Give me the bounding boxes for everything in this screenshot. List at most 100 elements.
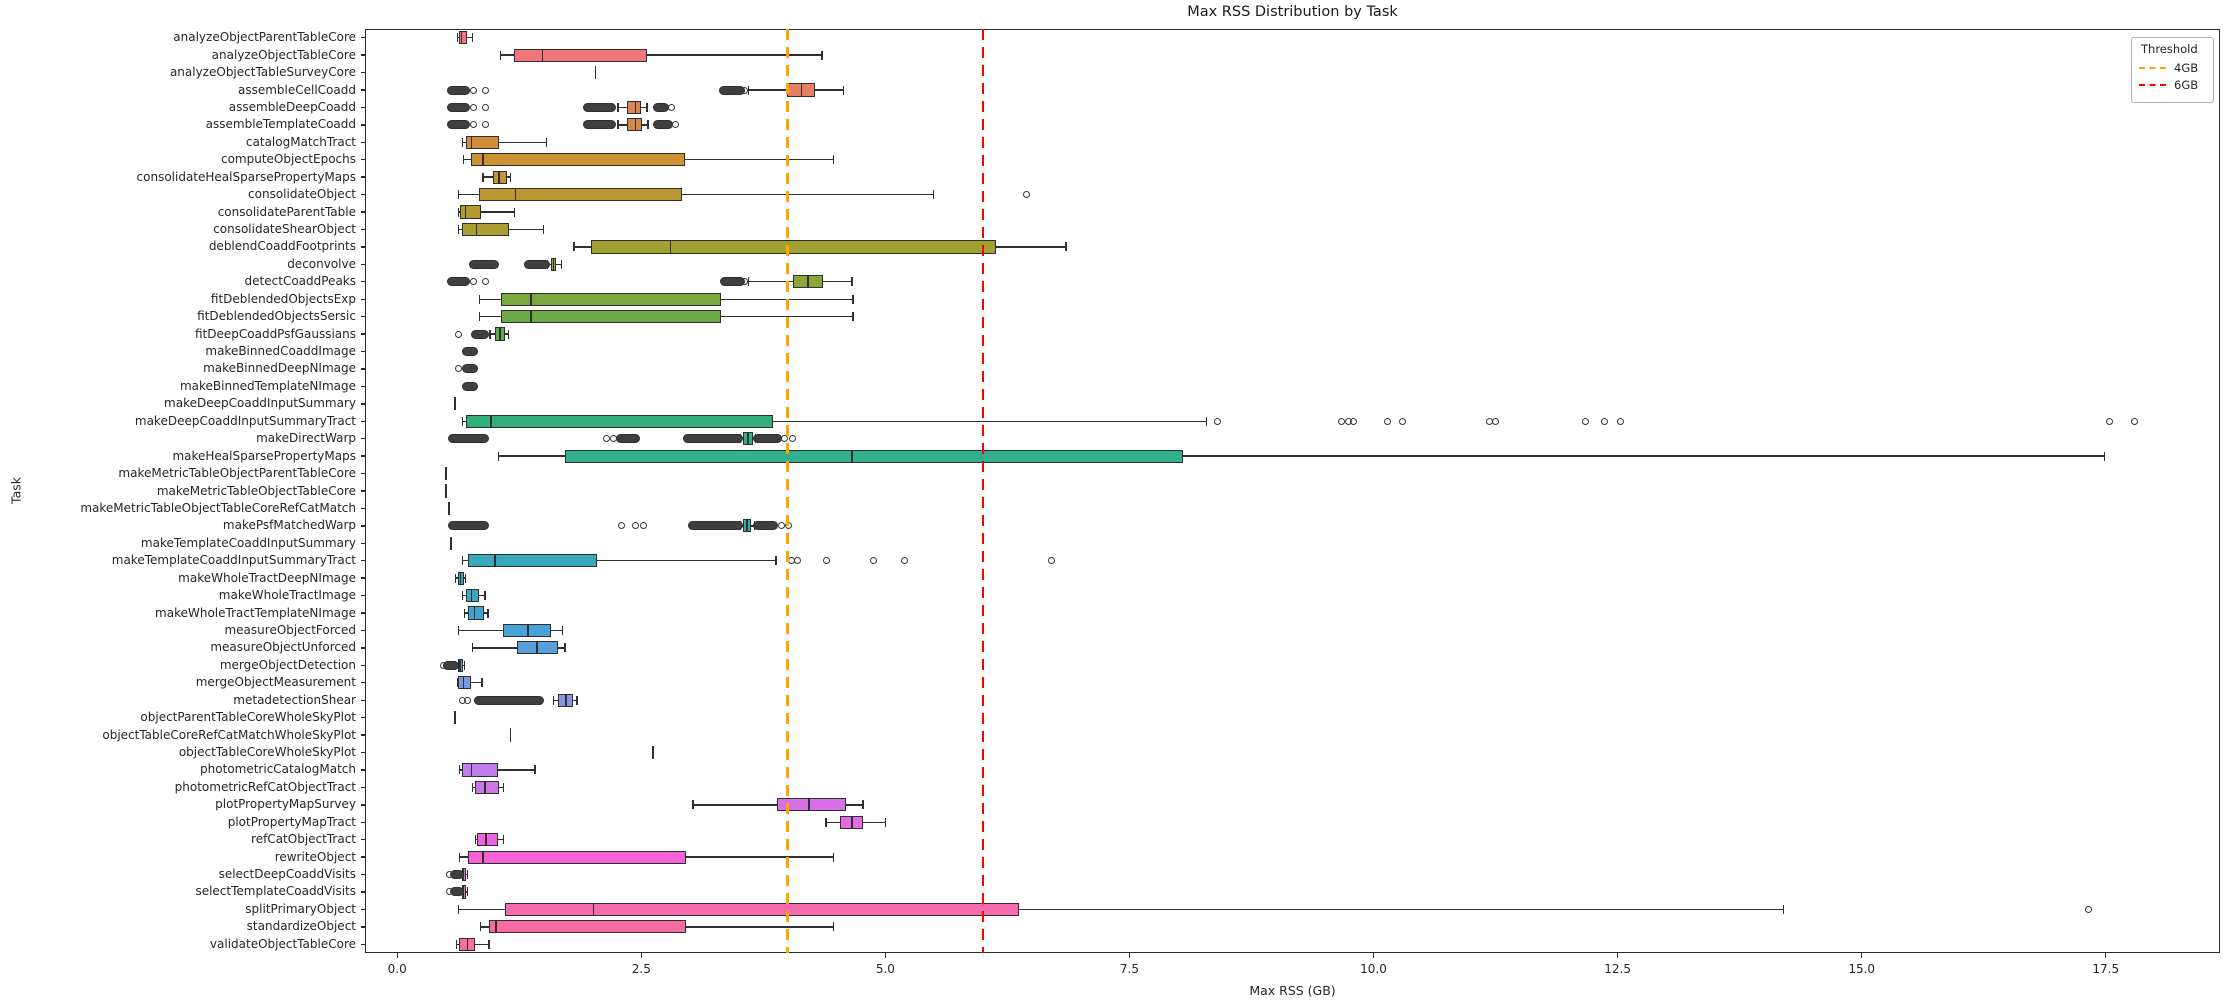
y-tick-mark [361,873,365,876]
y-tick-label: consolidateParentTable [217,204,356,219]
chart-title: Max RSS Distribution by Task [1187,4,1398,20]
whisker-cap [464,573,467,583]
whisker-cap [471,643,474,653]
median-line [514,188,517,202]
y-tick-mark [361,385,365,388]
whisker-cap [461,591,464,601]
y-tick-mark [361,333,365,335]
whisker-cap [466,870,469,880]
whisker-cap [884,817,887,827]
y-tick-mark [361,37,365,39]
outlier-circle [639,522,647,530]
median-line [494,554,496,568]
whisker-cap [775,556,777,566]
box [461,222,510,237]
x-tick-label: 12.5 [1604,962,1631,976]
whisker-cap [564,643,566,653]
outlier-circle [1023,191,1031,199]
outlier-cluster [461,364,479,374]
outlier-circle [2130,417,2138,425]
whisker-cap [478,312,480,322]
whisker-line [458,908,1784,911]
y-tick-label: objectTableCoreWholeSkyPlot [178,745,356,759]
x-tick-label: 17.5 [2092,962,2120,976]
y-tick-label: objectParentTableCoreWholeSkyPlot [140,710,356,725]
single-value-line [652,745,654,760]
threshold-6gb-dash-icon [2139,83,2166,86]
whisker-cap [484,591,486,601]
whisker-line [462,141,547,143]
threshold-line-4gb [786,29,790,953]
outlier-circle [439,661,447,669]
outlier-circle [469,278,477,286]
whisker-cap [617,102,619,112]
outlier-cluster [447,434,490,444]
y-tick-label: analyzeObjectTableCore [211,47,356,62]
y-tick-label: consolidateShearObject [213,221,356,236]
median-line [800,83,803,97]
whisker-line [462,560,777,562]
outlier-circle [602,435,610,443]
whisker-line [458,193,934,196]
whisker-cap [489,329,491,339]
median-line [470,135,473,149]
y-tick-mark [361,403,365,405]
outlier-circle [610,435,618,443]
box [626,118,643,132]
y-tick-label: objectTableCoreRefCatMatchWholeSkyPlot [102,727,356,742]
median-line [530,310,532,324]
whisker-cap [502,835,505,845]
y-tick-mark [361,629,365,632]
y-tick-label: makeDeepCoaddInputSummary [164,396,356,411]
whisker-cap [747,85,750,95]
median-line [482,850,484,864]
threshold-line-6gb [981,29,985,953]
whisker-cap [474,835,476,845]
whisker-cap [1065,242,1067,252]
outlier-circle [741,86,749,94]
y-tick-mark [361,124,365,126]
y-tick-label: makeBinnedDeepNImage [203,361,356,376]
median-line [530,292,532,306]
x-tick-label: 7.5 [1119,962,1139,976]
whisker-cap [458,190,460,200]
outlier-cluster [469,259,499,269]
outlier-circle [668,103,676,111]
box [465,414,774,428]
median-line [485,833,487,847]
outlier-cluster [752,521,779,531]
y-tick-mark [361,594,365,597]
x-tick-label: 0.0 [387,962,407,976]
whisker-cap [509,172,512,182]
y-tick-mark [361,455,365,457]
box [465,589,480,603]
box [471,153,686,167]
whisker-cap [545,137,548,147]
y-tick-mark [361,821,365,823]
box [467,554,598,568]
y-tick-mark [361,699,365,701]
box [590,240,996,254]
whisker-cap [487,608,489,618]
legend: Threshold 4GB 6GB [2131,37,2214,103]
y-tick-label: makeWholeTractImage [218,588,356,603]
median-line [565,693,567,707]
box [500,292,722,306]
y-tick-label: plotPropertyMapTract [227,814,356,829]
whisker-cap [458,224,460,234]
outlier-circle [1601,417,1609,425]
y-tick-label: fitDeblendedObjectsExp [210,291,356,306]
whisker-cap [560,259,562,269]
x-tick-label: 5.0 [875,962,895,976]
median-line [459,658,461,672]
y-tick-label: photometricCatalogMatch [200,762,356,777]
median-line [552,257,555,271]
box [502,623,552,638]
whisker-cap [459,765,461,775]
whisker-cap [851,277,853,287]
y-tick-mark [361,856,365,858]
box [458,31,467,45]
outlier-cluster [447,521,490,531]
whisker-cap [842,85,845,95]
